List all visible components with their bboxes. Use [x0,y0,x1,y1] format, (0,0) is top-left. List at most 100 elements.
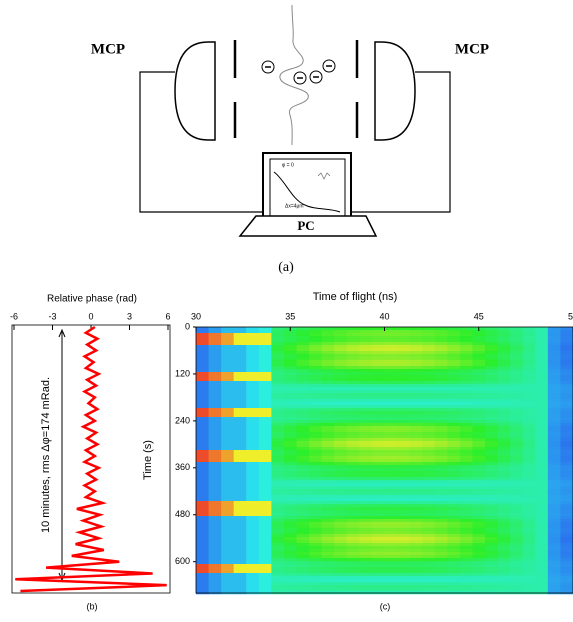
heatmap-cell [435,372,448,375]
heatmap-cell [246,474,259,477]
heatmap-cell [510,534,523,537]
heatmap-cell [410,417,423,420]
heatmap-cell [322,483,335,486]
heatmap-cell [297,519,310,522]
heatmap-cell [334,570,347,573]
heatmap-cell [322,588,335,591]
heatmap-cell [347,327,360,330]
heatmap-cell [372,501,385,504]
heatmap-cell [472,390,485,393]
heatmap-cell [246,576,259,579]
heatmap-cell [234,381,247,384]
heatmap-cell [447,396,460,399]
heatmap-cell [410,384,423,387]
heatmap-cell [510,402,523,405]
heatmap-cell [498,444,511,447]
heatmap-cell [347,504,360,507]
heatmap-cell [510,363,523,366]
heatmap-cell [472,432,485,435]
heatmap-cell [297,492,310,495]
heatmap-cell [485,348,498,351]
heatmap-cell [347,378,360,381]
heatmap-cell [560,390,573,393]
heatmap-cell [309,342,322,345]
heatmap-cell [334,441,347,444]
heatmap-cell [485,516,498,519]
heatmap-cell [284,420,297,423]
heatmap-cell [284,438,297,441]
heatmap-cell [560,426,573,429]
heatmap-cell [297,543,310,546]
heatmap-cell [221,525,234,528]
heatmap-cell [548,402,561,405]
heatmap-cell [359,453,372,456]
heatmap-cell [309,378,322,381]
heatmap-cell [372,342,385,345]
heatmap-cell [485,399,498,402]
heatmap-cell [334,534,347,537]
heatmap-cell [221,444,234,447]
heatmap-cell [410,330,423,333]
heatmap-cell [297,336,310,339]
heatmap-cell [485,504,498,507]
heatmap-cell [271,432,284,435]
heatmap-cell [523,465,536,468]
heatmap-cell [485,450,498,453]
heatmap-cell [472,339,485,342]
heatmap-cell [347,441,360,444]
heatmap-cell [347,420,360,423]
heatmap-cell [334,327,347,330]
heatmap-cell [334,489,347,492]
heatmap-cell [485,354,498,357]
heatmap-cell [472,576,485,579]
heatmap-cell [410,342,423,345]
heatmap-cell [284,483,297,486]
heatmap-cell [447,390,460,393]
heatmap-cell [523,462,536,465]
heatmap-cell [523,492,536,495]
heatmap-cell [234,423,247,426]
heatmap-cell [435,432,448,435]
heatmap-cell [485,396,498,399]
heatmap-cell [246,471,259,474]
heatmap-cell [221,516,234,519]
heatmap-cell [535,351,548,354]
heatmap-cell [334,510,347,513]
heatmap-cell [485,333,498,336]
heatmap-cell [447,498,460,501]
heatmap-cell [410,381,423,384]
heatmap-cell [196,342,209,345]
heatmap-cell [510,483,523,486]
heatmap-cell [548,570,561,573]
heatmap-cell [322,471,335,474]
x-tick-label: 6 [165,311,170,321]
heatmap-cell [535,513,548,516]
heatmap-cell [297,327,310,330]
heatmap-cell [422,519,435,522]
heatmap-cell [322,579,335,582]
heatmap-cell [334,450,347,453]
heatmap-cell [234,519,247,522]
heatmap-cell [422,348,435,351]
heatmap-cell [548,534,561,537]
heatmap-cell [472,546,485,549]
heatmap-cell [523,558,536,561]
heatmap-cell [560,369,573,372]
heatmap-cell [510,405,523,408]
heatmap-cell [221,435,234,438]
heatmap-cell [447,372,460,375]
heatmap-cell [560,354,573,357]
heatmap-cell [359,330,372,333]
heatmap-cell [523,411,536,414]
heatmap-cell [535,564,548,567]
heatmap-cell [372,408,385,411]
heatmap-cell [271,582,284,585]
heatmap-cell [259,537,272,540]
heatmap-cell [535,516,548,519]
heatmap-cell [548,498,561,501]
heatmap-cell [523,546,536,549]
y-tick-label: 480 [175,509,190,519]
heatmap-cell [460,573,473,576]
heatmap-cell [334,417,347,420]
heatmap-cell [259,354,272,357]
